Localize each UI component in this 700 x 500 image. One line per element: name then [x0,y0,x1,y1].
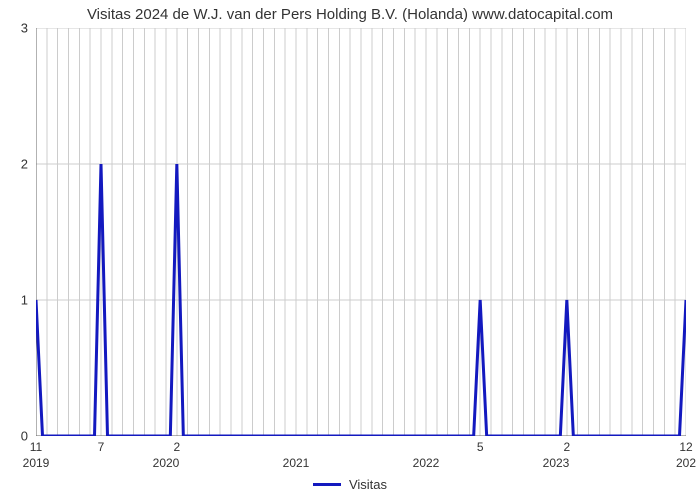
x-year-label: 2022 [413,456,440,470]
chart-title: Visitas 2024 de W.J. van der Pers Holdin… [0,6,700,23]
x-value-label: 5 [477,440,484,454]
y-tick-label: 1 [8,293,28,308]
y-tick-label: 3 [8,21,28,36]
x-year-label: 2023 [543,456,570,470]
plot-area [36,28,686,436]
x-value-label: 7 [98,440,105,454]
x-year-label: 2021 [283,456,310,470]
y-tick-label: 2 [8,157,28,172]
legend-label: Visitas [349,477,387,492]
x-year-label: 2019 [23,456,50,470]
x-value-label: 2 [173,440,180,454]
x-year-label: 2020 [153,456,180,470]
chart-container: Visitas 2024 de W.J. van der Pers Holdin… [0,0,700,500]
legend: Visitas [0,476,700,492]
x-year-label: 202 [676,456,696,470]
x-value-label: 12 [679,440,692,454]
x-value-label: 11 [30,440,42,454]
y-tick-label: 0 [8,429,28,444]
x-value-label: 2 [563,440,570,454]
legend-swatch [313,483,341,486]
